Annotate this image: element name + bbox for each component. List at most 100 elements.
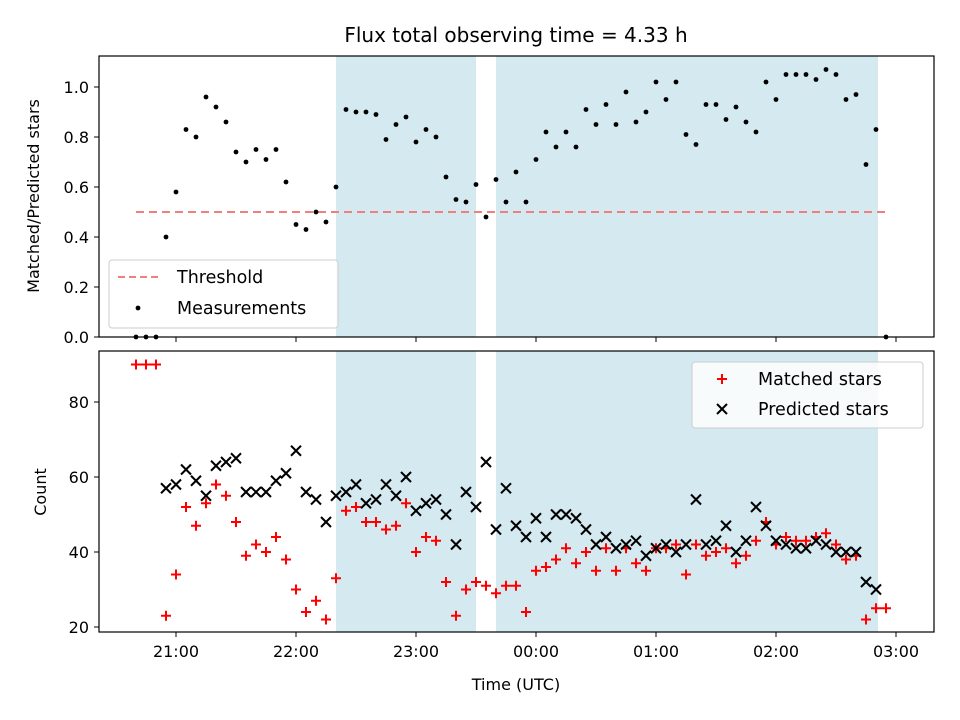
predicted-star-point-41: [570, 512, 582, 524]
predicted-star-point-32: [480, 456, 492, 468]
matched-star-point-24: [371, 517, 381, 527]
shaded-interval-1: [496, 56, 878, 337]
measurement-point-47: [603, 102, 609, 107]
matched-star-point-18: [311, 595, 321, 606]
measurement-point-25: [383, 137, 389, 142]
predicted-star-point-70: [860, 576, 872, 588]
predicted-star-point-29: [450, 538, 462, 551]
measurement-point-31: [443, 174, 449, 180]
predicted-star-point-40: [560, 508, 572, 521]
measurement-point-61: [743, 119, 749, 125]
x-tick-label-6: 03:00: [873, 642, 919, 661]
measurement-point-69: [823, 67, 829, 72]
predicted-star-point-9: [250, 486, 262, 498]
matched-star-point-54: [671, 539, 681, 550]
bottom-x-ticks: 21:00 22:00 23:00 00:00 01:00 02:00 03:00: [153, 632, 919, 661]
measurement-point-18: [313, 209, 319, 215]
measurement-point-43: [563, 129, 569, 135]
measurement-point-52: [653, 79, 659, 85]
predicted-star-point-64: [800, 542, 812, 554]
measurement-point-15: [283, 179, 289, 185]
matched-star-point-19: [321, 614, 331, 625]
predicted-star-point-65: [810, 535, 822, 547]
measurement-point-58: [713, 102, 719, 107]
matched-star-point-17: [301, 607, 311, 617]
matched-star-point-27: [401, 498, 411, 509]
measurement-point-14: [273, 147, 279, 152]
measurement-point-65: [783, 72, 789, 77]
predicted-star-point-24: [400, 471, 412, 483]
y-tick-label-2: 0.4: [64, 228, 89, 247]
top-x-ticks: [175, 337, 897, 342]
x-tick-label-1: 22:00: [273, 642, 319, 661]
matched-star-point-38: [511, 580, 521, 591]
measurement-point-51: [643, 109, 649, 115]
predicted-star-point-17: [330, 490, 342, 502]
matched-star-point-23: [361, 517, 371, 527]
matched-star-point-7: [201, 498, 211, 509]
matched-star-point-74: [871, 603, 881, 614]
measurement-point-72: [853, 92, 859, 97]
x-tick-label-3: 00:00: [513, 642, 559, 661]
measurement-point-29: [423, 127, 429, 132]
predicted-star-point-54: [700, 538, 712, 551]
matched-star-point-9: [221, 490, 231, 501]
predicted-star-point-50: [660, 538, 672, 551]
predicted-star-point-63: [790, 542, 802, 554]
matched-star-point-59: [721, 543, 731, 554]
y-tick-label-1: 40: [69, 543, 89, 562]
matched-star-point-6: [191, 520, 201, 531]
x-tick-label-2: 23:00: [393, 642, 439, 661]
y-tick-label-1: 0.2: [64, 278, 89, 297]
measurement-point-44: [573, 144, 579, 150]
matched-star-point-33: [461, 584, 471, 595]
legend-threshold-label: Threshold: [176, 268, 263, 288]
y-tick-label-3: 80: [69, 393, 89, 412]
x-tick-label-0: 21:00: [153, 642, 199, 661]
shaded-interval-0: [336, 56, 476, 337]
matched-star-point-39: [521, 607, 531, 617]
matched-star-point-75: [881, 603, 891, 614]
matched-star-point-15: [281, 554, 291, 565]
matched-star-point-34: [471, 577, 481, 587]
legend-matched-swatch: [717, 374, 727, 384]
measurement-point-17: [303, 227, 309, 232]
measurement-point-6: [193, 134, 199, 140]
bottom-axes-frame: [98, 350, 935, 633]
predicted-star-point-25: [410, 505, 422, 517]
matched-star-point-5: [181, 502, 191, 512]
predicted-star-point-16: [320, 516, 332, 528]
measurement-point-5: [183, 127, 189, 132]
predicted-star-point-45: [610, 542, 622, 554]
matched-star-point-50: [631, 558, 641, 569]
measurement-point-54: [673, 79, 679, 85]
y-tick-label-4: 0.8: [64, 128, 89, 147]
matched-star-point-22: [351, 502, 361, 512]
predicted-star-point-55: [710, 535, 722, 547]
predicted-star-point-12: [280, 467, 292, 479]
predicted-star-point-36: [520, 531, 532, 543]
matched-star-point-12: [251, 539, 261, 550]
measurement-point-27: [403, 114, 409, 120]
measurement-point-62: [753, 129, 759, 135]
predicted-star-point-47: [630, 535, 642, 547]
matched-star-point-20: [331, 573, 341, 584]
matched-star-point-2: [151, 359, 161, 370]
shaded-interval-0: [336, 351, 476, 632]
predicted-star-point-2: [180, 463, 192, 476]
predicted-star-point-6: [220, 456, 232, 468]
matched-star-point-35: [481, 580, 491, 591]
y-tick-label-0: 20: [69, 618, 89, 637]
predicted-star-point-71: [870, 583, 882, 596]
matched-star-point-11: [241, 550, 251, 561]
matched-star-point-60: [731, 558, 741, 569]
matched-star-point-40: [531, 565, 541, 576]
predicted-star-point-59: [750, 501, 762, 513]
top-legend: Threshold Measurements: [108, 259, 339, 329]
legend-measurements-label: Measurements: [177, 299, 306, 319]
matched-star-point-71: [841, 554, 851, 565]
matched-star-point-31: [441, 577, 451, 587]
matched-star-point-41: [541, 562, 551, 572]
predicted-star-point-13: [290, 445, 302, 457]
